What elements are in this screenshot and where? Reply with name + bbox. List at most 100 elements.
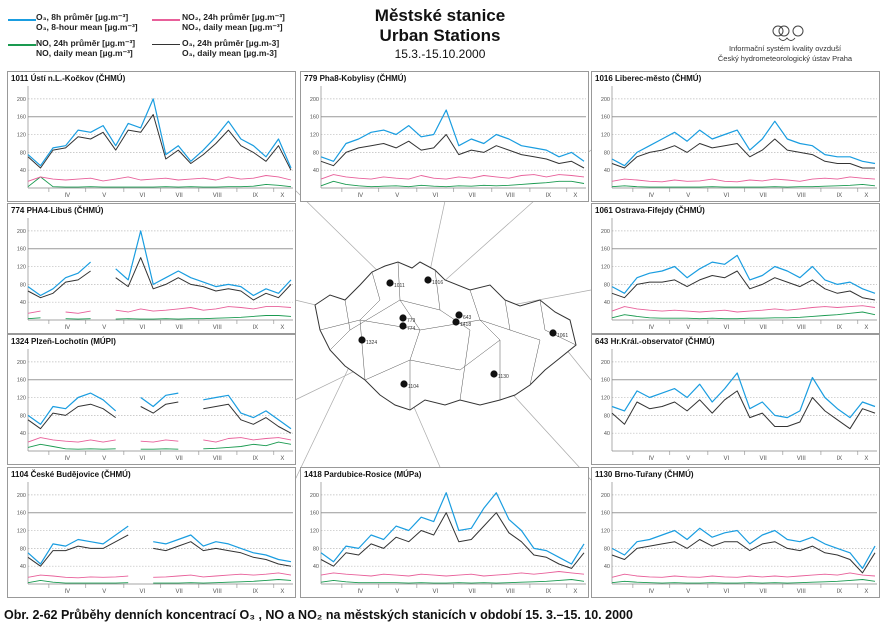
month-label: VI	[723, 325, 729, 331]
y-tick-label: 40	[313, 168, 319, 174]
station-panel: 643 Hr.Král.-observatoř (ČHMÚ) 40 80 120 160…	[591, 334, 880, 465]
month-label: IX	[837, 325, 843, 331]
month-label: VIII	[213, 325, 222, 331]
y-tick-label: 40	[604, 300, 610, 306]
month-label: X	[573, 193, 577, 199]
panel-chart: 40 80 120 160 200 IV V VI VII VIII IX X	[310, 482, 586, 595]
station-panel: 1104 České Budějovice (ČHMÚ) 40 80 120 160 20…	[7, 467, 296, 598]
series-o3-8h	[27, 98, 292, 169]
station-panel: 1016 Liberec-město (ČHMÚ) 40 80 120 160 200 IV…	[591, 71, 880, 202]
legend-swatch-no	[8, 44, 36, 46]
y-tick-label: 120	[601, 265, 610, 271]
y-tick-label: 80	[20, 150, 26, 156]
month-label: VIII	[797, 456, 806, 462]
month-label: VIII	[797, 589, 806, 595]
y-tick-label: 40	[604, 564, 610, 570]
y-tick-label: 80	[604, 413, 610, 419]
y-tick-label: 160	[310, 115, 319, 121]
y-tick-label: 200	[601, 97, 610, 103]
y-tick-label: 160	[310, 511, 319, 517]
station-dot-label: 779	[407, 318, 416, 324]
y-tick-label: 120	[17, 265, 26, 271]
month-label: V	[395, 193, 399, 199]
series-no2	[320, 174, 585, 180]
legend-label: NO, daily mean [µg.m⁻³]	[36, 48, 133, 58]
series-no2	[27, 572, 292, 579]
series-no2	[27, 175, 292, 182]
series-o3-8h	[320, 492, 585, 565]
y-tick-label: 40	[20, 300, 26, 306]
series-o3-8h	[611, 372, 876, 419]
panel-title: 1011 Ústí n.L.-Kočkov (ČHMÚ)	[11, 74, 126, 83]
y-tick-label: 80	[20, 282, 26, 288]
y-tick-label: 120	[310, 133, 319, 139]
station-dot-label: 643	[463, 315, 472, 321]
legend-label: O₃, 8-hour mean [µg.m⁻³]	[36, 22, 138, 32]
legend-o3-8h: O₃, 8h průměr [µg.m⁻³] O₃, 8-hour mean [µ…	[36, 12, 138, 32]
figure-caption: Obr. 2-62 Průběhy denních koncentrací O₃…	[4, 608, 633, 622]
legend-swatch-o3-daily	[152, 44, 180, 45]
month-label: X	[280, 456, 284, 462]
station-dot	[399, 322, 407, 330]
month-label: X	[864, 456, 868, 462]
panel-title: 1016 Liberec-město (ČHMÚ)	[595, 74, 702, 83]
month-label: VI	[139, 325, 145, 331]
legend-label: O₃, 24h průměr [µg.m-3]	[182, 38, 280, 48]
y-tick-label: 40	[20, 564, 26, 570]
legend-label: NO₂, 24h průměr [µg.m⁻³]	[182, 12, 285, 22]
y-tick-label: 80	[313, 150, 319, 156]
series-o3-daily	[27, 257, 292, 301]
month-label: IX	[253, 325, 259, 331]
y-tick-label: 40	[20, 168, 26, 174]
y-tick-label: 120	[601, 133, 610, 139]
month-label: IX	[253, 589, 259, 595]
month-label: VII	[759, 193, 767, 199]
station-panel: 779 Pha8-Kobylisy (ČHMÚ) 40 80 120 160 200 IV V…	[300, 71, 589, 202]
panel-title: 1061 Ostrava-Fifejdy (ČHMÚ)	[595, 206, 705, 215]
y-tick-label: 160	[601, 511, 610, 517]
series-no	[611, 183, 876, 188]
panel-chart: 40 80 120 160 200 IV V VI VII VIII IX X	[601, 349, 877, 462]
month-label: V	[686, 456, 690, 462]
period: 15.3.-15.10.2000	[394, 47, 486, 61]
y-tick-label: 120	[17, 396, 26, 402]
month-label: IV	[357, 193, 363, 199]
month-label: VII	[175, 589, 183, 595]
month-label: X	[864, 589, 868, 595]
y-tick-label: 40	[20, 431, 26, 437]
station-dot	[455, 311, 463, 319]
panel-chart: 40 80 120 160 200 IV V VI VII VIII IX X	[601, 86, 877, 199]
month-label: IX	[837, 193, 843, 199]
station-dot-label: 1130	[498, 374, 509, 380]
station-dot	[549, 329, 557, 337]
y-tick-label: 200	[17, 360, 26, 366]
month-label: VI	[432, 589, 438, 595]
month-label: VII	[175, 193, 183, 199]
y-tick-label: 160	[17, 115, 26, 121]
month-label: VI	[432, 193, 438, 199]
series-o3-8h	[27, 230, 292, 297]
legend-label: O₃, 8h průměr [µg.m⁻³]	[36, 12, 129, 22]
y-tick-label: 80	[313, 546, 319, 552]
station-dot-label: 1061	[557, 333, 568, 339]
org-line: Informační systém kvality ovzduší	[728, 44, 842, 53]
legend-swatch-o3-8h	[8, 19, 36, 21]
station-dot	[490, 370, 498, 378]
series-o3-daily	[27, 534, 292, 567]
y-tick-label: 120	[17, 529, 26, 535]
station-dot-label: 1104	[408, 384, 419, 390]
month-label: VII	[759, 589, 767, 595]
station-dot	[424, 276, 432, 284]
legend-label: NO, 24h průměr [µg.m⁻³]	[36, 38, 136, 48]
panel-chart: 40 80 120 160 200 IV V VI VII VIII IX X	[601, 218, 877, 331]
station-dot-label: 1016	[432, 280, 443, 286]
legend-label: NO₂, daily mean [µg.m⁻³]	[182, 22, 283, 32]
panel-title: 1324 Plzeň-Lochotín (MÚPl)	[11, 337, 116, 346]
series-o3-daily	[320, 512, 585, 569]
month-label: VIII	[213, 193, 222, 199]
legend-o3-daily: O₃, 24h průměr [µg.m-3] O₃, daily mean [µ…	[182, 38, 279, 58]
series-o3-8h	[27, 525, 292, 565]
y-tick-label: 120	[310, 529, 319, 535]
month-label: VI	[139, 193, 145, 199]
